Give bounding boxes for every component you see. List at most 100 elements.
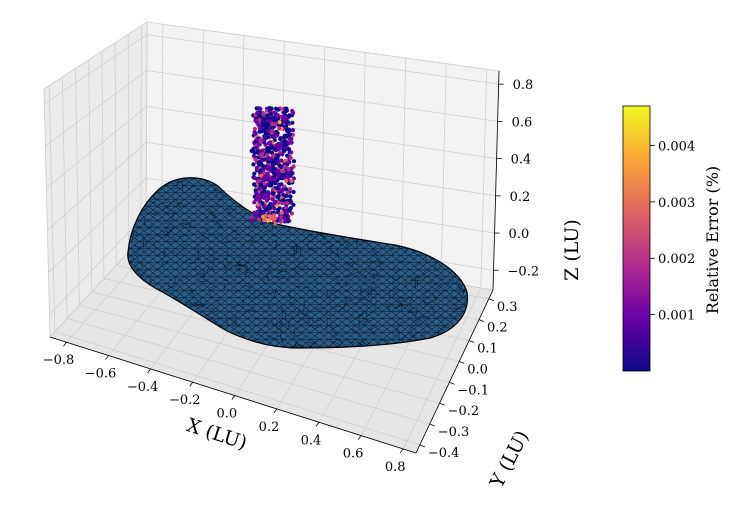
mesh-edge xyxy=(182,258,189,264)
mesh-edge xyxy=(427,315,431,320)
point xyxy=(269,130,274,135)
mesh-edge xyxy=(423,269,432,275)
z-tick-label: −0.2 xyxy=(508,264,540,279)
mesh-edge xyxy=(433,274,439,276)
mesh-edge xyxy=(289,251,299,256)
mesh-edge xyxy=(194,197,196,202)
mesh-edge xyxy=(223,283,226,291)
y-tick-label: 0.3 xyxy=(497,300,518,315)
mesh-edge xyxy=(344,284,349,287)
mesh-edge xyxy=(223,262,227,273)
mesh-edge xyxy=(220,277,229,282)
mesh-edge xyxy=(300,249,303,254)
mesh-edge xyxy=(276,267,283,272)
mesh-edge xyxy=(165,206,169,211)
mesh-edge xyxy=(164,230,171,238)
mesh-edge xyxy=(342,238,350,248)
point xyxy=(284,201,289,206)
mesh-edge xyxy=(288,294,292,299)
mesh-edge xyxy=(166,227,169,239)
mesh-edge xyxy=(306,239,311,248)
point xyxy=(259,129,264,134)
mesh-edge xyxy=(399,299,403,305)
point xyxy=(286,170,291,175)
colorbar: 0.001 0.002 0.003 0.004 Relative Error (%) xyxy=(622,105,722,372)
z-tick-label: 0.4 xyxy=(511,153,532,168)
mesh-edge xyxy=(300,312,311,318)
z-axis-label: Z (LU) xyxy=(561,219,583,281)
mesh-edge xyxy=(335,337,343,343)
mesh-edge xyxy=(293,258,301,265)
grid-line-z xyxy=(47,141,147,231)
mesh-edge xyxy=(137,269,142,277)
mesh-edge xyxy=(462,287,464,295)
point xyxy=(277,126,282,131)
mesh-edge xyxy=(187,185,196,191)
mesh-edge xyxy=(357,270,367,278)
mesh-edge xyxy=(174,203,182,207)
mesh-edge xyxy=(335,240,341,243)
mesh-edge xyxy=(301,268,311,270)
mesh-edge xyxy=(215,299,221,302)
mesh-edge xyxy=(333,294,337,300)
mesh-edge xyxy=(437,328,439,337)
point xyxy=(261,116,267,121)
mesh-edge xyxy=(298,259,304,267)
x-tick-mark xyxy=(105,355,109,360)
mesh-edge xyxy=(311,273,317,279)
grid-line-y xyxy=(61,77,68,319)
mesh-edge xyxy=(372,248,378,255)
mesh-edge xyxy=(411,322,417,329)
mesh-edge xyxy=(355,258,360,263)
mesh-edge xyxy=(286,251,289,257)
x-tick-mark xyxy=(189,381,194,387)
grid-line-x xyxy=(360,52,366,269)
mesh-edge xyxy=(184,202,188,206)
mesh-edge xyxy=(337,249,339,260)
mesh-edge xyxy=(179,198,184,204)
mesh-edge xyxy=(455,297,462,303)
mesh-edge xyxy=(169,218,173,223)
point xyxy=(275,107,281,112)
point xyxy=(268,183,273,188)
mesh-edge xyxy=(152,242,156,248)
mesh-edge xyxy=(355,341,364,346)
mesh-edge xyxy=(452,307,459,311)
point xyxy=(277,206,282,211)
mesh-edge xyxy=(417,296,425,303)
mesh-edge xyxy=(293,246,302,253)
mesh-edge xyxy=(190,288,194,293)
point xyxy=(282,114,287,119)
mesh-edge xyxy=(292,343,301,348)
mesh-edge xyxy=(438,277,446,281)
mesh-edge xyxy=(231,256,235,260)
mesh-edge xyxy=(336,276,341,287)
mesh-edge xyxy=(366,309,368,318)
mesh-edge xyxy=(238,263,247,267)
point xyxy=(255,110,260,115)
mesh-edge xyxy=(351,262,355,268)
mesh-edge xyxy=(303,300,306,311)
mesh-edge xyxy=(369,286,373,296)
grid-line-z xyxy=(48,177,147,273)
mesh-edge xyxy=(164,222,170,226)
mesh-edge xyxy=(131,232,139,237)
point xyxy=(269,156,274,161)
mesh-edge xyxy=(362,339,367,347)
y-tick-mark xyxy=(439,402,445,406)
mesh-edge xyxy=(350,270,362,275)
point xyxy=(252,171,257,176)
mesh-edge xyxy=(279,327,282,333)
point xyxy=(256,202,261,207)
y-tick-mark xyxy=(419,444,425,448)
point xyxy=(266,141,271,146)
mesh-edge xyxy=(268,269,273,274)
mesh-edge xyxy=(292,326,299,331)
grid-line-y xyxy=(114,42,117,266)
mesh-edge xyxy=(303,313,311,323)
mesh-edge xyxy=(420,330,426,337)
mesh-edge xyxy=(244,266,251,275)
mesh-edge xyxy=(242,309,249,315)
mesh-edge xyxy=(274,286,283,295)
point xyxy=(286,166,291,172)
